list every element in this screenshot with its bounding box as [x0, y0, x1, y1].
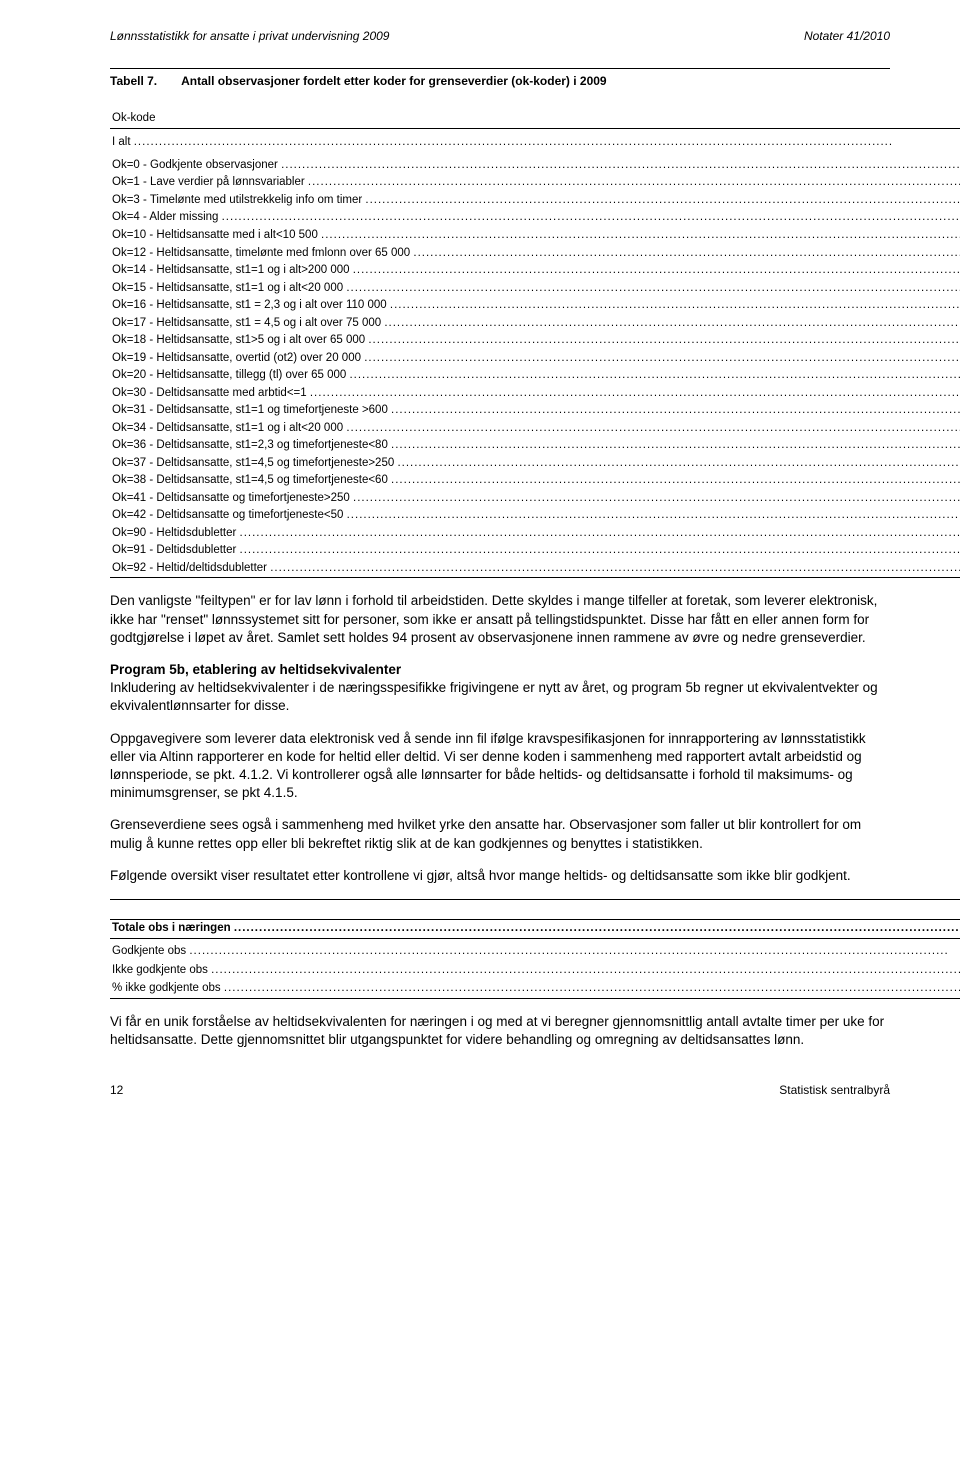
table7-row-label: Ok=91 - Deltidsdubletter	[112, 544, 960, 556]
table7-row-label: Ok=37 - Deltidsansatte, st1=4,5 og timef…	[112, 457, 960, 469]
table7-row-label: Ok=18 - Heltidsansatte, st1>5 og i alt o…	[112, 334, 960, 346]
footer-page-number: 12	[110, 1082, 123, 1098]
footer-publisher: Statistisk sentralbyrå	[779, 1082, 890, 1098]
table7-row-label: Ok=3 - Timelønte med utilstrekkelig info…	[112, 194, 960, 206]
table7-row-label: Ok=92 - Heltid/deltidsdubletter	[112, 562, 960, 574]
table7-row-label: Ok=42 - Deltidsansatte og timefortjenest…	[112, 509, 960, 521]
table-obs-row-label: Ikke godkjente obs	[112, 964, 960, 976]
table7-col-label: Ok-kode	[110, 109, 960, 129]
table7-row-label: Ok=20 - Heltidsansatte, tillegg (tl) ove…	[112, 369, 960, 381]
header-right: Notater 41/2010	[804, 28, 890, 44]
table7-grid: Frekven Ok-kode s Prosent I alt 10 27110…	[110, 91, 960, 578]
table7-row-label: Ok=38 - Deltidsansatte, st1=4,5 og timef…	[112, 474, 960, 486]
table7-row-label: Ok=41 - Deltidsansatte og timefortjenest…	[112, 492, 960, 504]
table7-row-label: Ok=36 - Deltidsansatte, st1=2,3 og timef…	[112, 439, 960, 451]
paragraph-5: Følgende oversikt viser resultatet etter…	[110, 867, 890, 885]
table-obs-row-label: % ikke godkjente obs	[112, 982, 960, 994]
table7-row-label: Ok=1 - Lave verdier på lønnsvariabler	[112, 176, 960, 188]
table7-row-label: Ok=17 - Heltidsansatte, st1 = 4,5 og i a…	[112, 317, 960, 329]
paragraph-2: Inkludering av heltidsekvivalenter i de …	[110, 680, 878, 713]
table7-row-label: Ok=15 - Heltidsansatte, st1=1 og i alt<2…	[112, 282, 960, 294]
table7-row-label: Ok=16 - Heltidsansatte, st1 = 2,3 og i a…	[112, 299, 960, 311]
subhead-5b: Program 5b, etablering av heltidsekvival…	[110, 662, 401, 677]
header-left: Lønnsstatistikk for ansatte i privat und…	[110, 28, 389, 44]
table7-row-label: Ok=30 - Deltidsansatte med arbtid<=1	[112, 387, 960, 399]
paragraph-6: Vi får en unik forståelse av heltidsekvi…	[110, 1013, 890, 1049]
table7: Tabell 7. Antall observasjoner fordelt e…	[110, 68, 890, 578]
table7-caption: Antall observasjoner fordelt etter koder…	[181, 73, 890, 89]
table7-row-label: Ok=31 - Deltidsansatte, st1=1 og timefor…	[112, 404, 960, 416]
table7-number: Tabell 7.	[110, 73, 157, 89]
paragraph-1: Den vanligste "feiltypen" er for lav løn…	[110, 592, 890, 647]
table7-total-label: I alt	[112, 136, 893, 148]
table7-row-label: Ok=90 - Heltidsdubletter	[112, 527, 960, 539]
table7-row-label: Ok=10 - Heltidsansatte med i alt<10 500	[112, 229, 960, 241]
table-obs: Heltidsansatte Deltidsansatte Totale obs…	[110, 899, 960, 999]
paragraph-4: Grenseverdiene sees også i sammenheng me…	[110, 816, 890, 852]
table-obs-total-label: Totale obs i næringen	[112, 922, 960, 934]
table-obs-row-label: Godkjente obs	[112, 945, 949, 957]
table7-row-label: Ok=19 - Heltidsansatte, overtid (ot2) ov…	[112, 352, 960, 364]
page-header: Lønnsstatistikk for ansatte i privat und…	[110, 28, 890, 44]
paragraph-3: Oppgavegivere som leverer data elektroni…	[110, 730, 890, 803]
table7-row-label: Ok=0 - Godkjente observasjoner	[112, 159, 960, 171]
table7-row-label: Ok=14 - Heltidsansatte, st1=1 og i alt>2…	[112, 264, 960, 276]
page-footer: 12 Statistisk sentralbyrå	[110, 1082, 890, 1098]
table7-row-label: Ok=12 - Heltidsansatte, timelønte med fm…	[112, 247, 960, 259]
table7-row-label: Ok=34 - Deltidsansatte, st1=1 og i alt<2…	[112, 422, 960, 434]
table7-title: Tabell 7. Antall observasjoner fordelt e…	[110, 68, 890, 89]
table7-row-label: Ok=4 - Alder missing	[112, 211, 960, 223]
program-5b-block: Program 5b, etablering av heltidsekvival…	[110, 661, 890, 716]
